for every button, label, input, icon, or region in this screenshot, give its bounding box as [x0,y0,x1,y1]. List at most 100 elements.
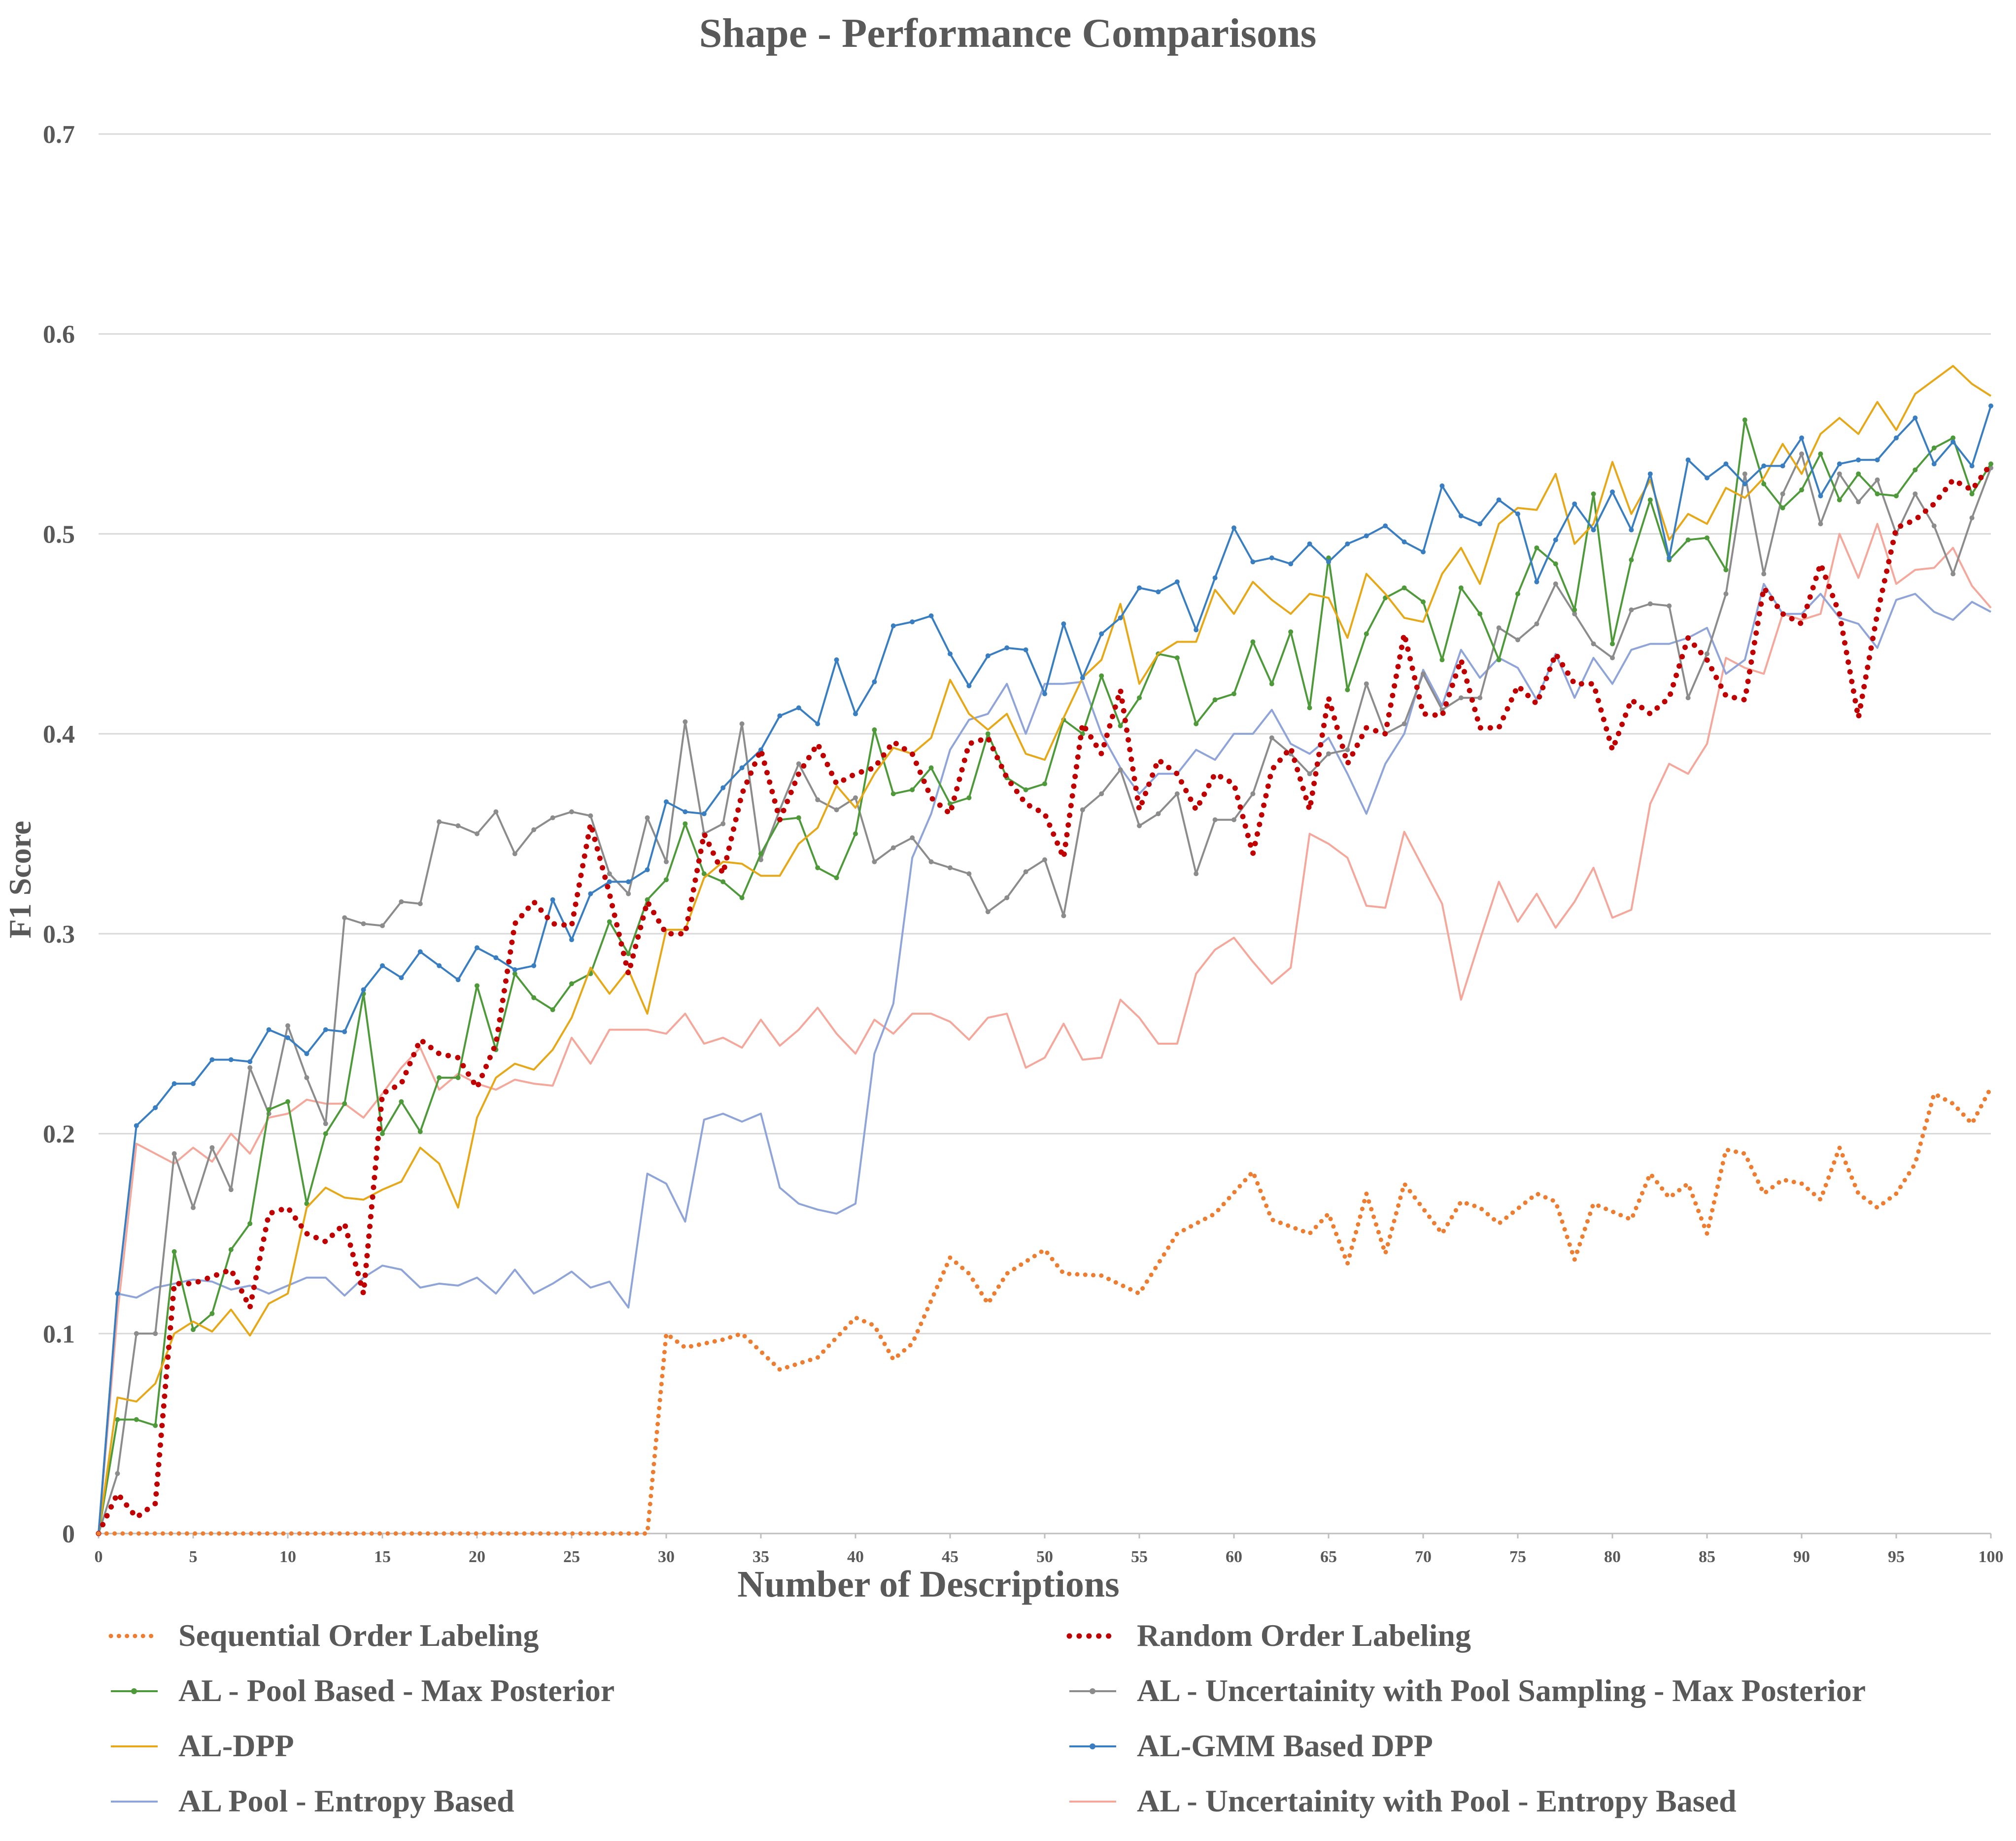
legend-item: AL-DPP [111,1728,294,1763]
data-point [1156,589,1161,595]
data-point [550,815,555,820]
data-point [985,731,991,737]
x-tick-label: 75 [1509,1548,1526,1566]
data-point [1250,559,1256,565]
data-point [1061,621,1066,626]
x-tick-label: 95 [1888,1548,1905,1566]
data-point [191,1081,196,1087]
data-point [569,937,574,943]
data-point [1705,535,1709,541]
data-point [966,683,972,688]
legend-item: Random Order Labeling [1066,1618,1471,1653]
data-point [1477,611,1483,616]
legend: Sequential Order Labeling Random Order La… [108,1618,1866,1818]
series-sequential-order-labeling [96,1085,1993,1536]
legend-label: AL - Uncertainity with Pool Sampling - M… [1137,1673,1866,1708]
data-point [910,787,915,792]
data-point [115,1417,120,1422]
data-point [1969,491,1975,497]
data-point [1534,621,1539,626]
x-tick-label: 20 [469,1548,485,1566]
data-point [1837,497,1842,503]
data-point [1875,477,1880,482]
data-point [1629,607,1634,613]
data-point [531,963,537,968]
x-tick-label: 90 [1793,1548,1810,1566]
data-point [1364,681,1369,686]
data-point [1667,555,1672,561]
data-point [1931,461,1937,467]
data-point [1723,591,1729,597]
data-point [1856,499,1861,505]
data-point [228,1057,234,1062]
data-point [1761,463,1767,469]
x-tick-label: 5 [189,1548,198,1566]
data-point [1042,781,1047,786]
data-point [1610,655,1615,660]
y-tick-label: 0.6 [43,321,75,349]
series-line [96,461,1994,1536]
data-point [1515,591,1520,597]
data-point [1913,491,1918,497]
gridlines [99,133,1991,1334]
data-point [1250,791,1256,796]
data-point [1799,487,1804,493]
data-point [531,827,537,832]
data-point [1685,457,1691,463]
data-point [493,955,499,960]
data-point [966,795,972,800]
data-point [664,799,669,805]
data-point [777,713,783,718]
data-point [1799,435,1804,441]
data-point [834,657,839,663]
data-point [1288,561,1294,567]
data-point [1042,857,1047,862]
data-point [1780,491,1785,497]
data-point [1269,681,1274,686]
data-point [1401,539,1407,545]
data-point [399,1099,404,1104]
data-point [890,845,896,851]
data-point [1875,457,1880,463]
data-point [834,807,839,813]
y-axis-label: F1 Score [2,821,37,939]
data-point [645,815,650,820]
data-point [1761,571,1767,577]
data-point [1950,439,1956,444]
x-tick-label: 0 [95,1548,103,1566]
data-point [1931,523,1937,529]
data-point [1477,521,1483,527]
data-point [1326,751,1331,756]
data-point [171,1081,177,1087]
data-point [1591,527,1596,533]
data-point [928,859,934,864]
data-point [399,899,404,904]
data-point [209,1311,215,1316]
data-point [1042,691,1047,696]
data-point [1667,603,1672,609]
data-point [1950,571,1956,577]
data-point [437,963,442,968]
data-point [1894,493,1899,499]
data-point [1458,695,1464,701]
data-point [1856,457,1861,463]
data-point [834,875,839,881]
data-point [853,831,858,836]
data-point [1307,541,1312,546]
y-tick-label: 0.3 [43,920,75,949]
data-point [115,1471,120,1476]
data-point [342,1029,347,1034]
data-point [247,1059,253,1064]
data-point [626,879,631,885]
y-tick-label: 0.1 [43,1320,75,1348]
data-point [626,891,631,896]
data-point [948,865,953,870]
x-tick-label: 55 [1131,1548,1148,1566]
x-tick-label: 70 [1415,1548,1432,1566]
data-point [1156,811,1161,817]
data-point [739,895,745,900]
x-tick-label: 85 [1699,1548,1715,1566]
data-point [1345,747,1350,752]
data-point [1950,435,1956,441]
